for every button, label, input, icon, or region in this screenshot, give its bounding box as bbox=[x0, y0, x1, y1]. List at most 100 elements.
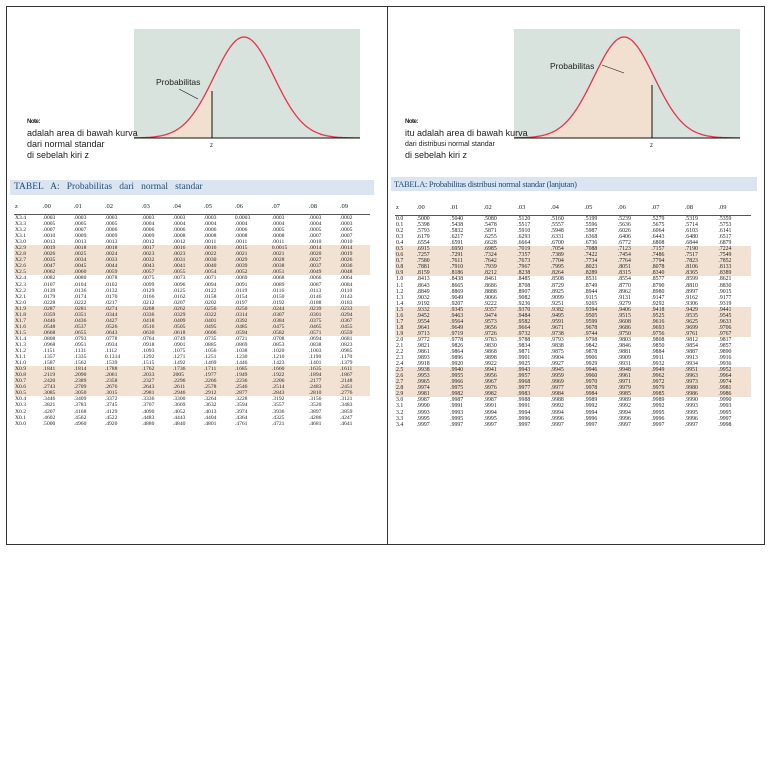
row-z-value: X1.0 bbox=[15, 360, 27, 367]
table-cell: .0059 bbox=[103, 269, 141, 276]
table-cell: .1379 bbox=[339, 360, 353, 367]
table-cell: .8051 bbox=[616, 264, 651, 271]
table-row: 3.3 .9995 .9995 .9995 .9996 .9996 .9996 .9996 .9… bbox=[395, 416, 751, 422]
row-z-value: 2.9 bbox=[395, 391, 416, 398]
table-row: 1.2 .8849 .8869 .8888 .8907 .8925 .8944 .8962 .8… bbox=[395, 289, 751, 295]
table-cell: .0537 bbox=[72, 323, 104, 330]
table-cell: .8907 bbox=[517, 288, 531, 295]
column-header: .08 bbox=[307, 200, 339, 215]
table-cell: .9901 bbox=[517, 355, 531, 362]
table-cell: .0006 bbox=[141, 227, 155, 234]
table-cell: .0202 bbox=[203, 299, 217, 306]
table-cell: .4052 bbox=[172, 408, 186, 415]
table-cell: .9767 bbox=[717, 330, 751, 337]
left-panel: Probabilitas z Note: adalah area di bawa… bbox=[7, 7, 386, 544]
table-row: X0.6.2743.2709.2676.2643.2611.2578.2546.… bbox=[14, 384, 370, 391]
table-cell: .0006 bbox=[172, 227, 186, 234]
row-z-value: 2.3 bbox=[396, 355, 404, 362]
right-note-line-3: di sebelah kiri z bbox=[405, 150, 468, 160]
right-bell-curve-diagram: Probabilitas z bbox=[514, 29, 740, 149]
table-cell: .9988 bbox=[550, 397, 564, 404]
row-z-value: X2.3 bbox=[15, 281, 27, 288]
table-cell: .9997 bbox=[684, 421, 698, 428]
table-row: X2.8.0026.0025.0024.0023.0023.0022.0021.… bbox=[14, 251, 370, 258]
table-cell: .9474 bbox=[482, 312, 517, 319]
table-cell: .2266 bbox=[202, 378, 234, 385]
row-z-value: 2.8 bbox=[395, 385, 416, 392]
table-cell: .9756 bbox=[650, 330, 684, 337]
table-cell: .9744 bbox=[583, 330, 617, 337]
table-cell: .9971 bbox=[616, 379, 651, 386]
table-cell: .9995 bbox=[651, 409, 665, 416]
table-cell: .0274 bbox=[103, 305, 141, 312]
row-z-value: 2.1 bbox=[396, 342, 404, 349]
table-cell: .9686 bbox=[616, 324, 651, 331]
table-cell: .0217 bbox=[104, 299, 118, 306]
table-cell: .9554 bbox=[415, 318, 450, 325]
row-z-value: X3.2 bbox=[15, 227, 27, 234]
table-cell: .9306 bbox=[684, 300, 698, 307]
table-cell: .0089 bbox=[271, 281, 285, 288]
column-header-z: z bbox=[395, 202, 416, 216]
table-cell: .9881 bbox=[617, 349, 631, 356]
table-row: X0.0 .5000 .4960 .4920 .4880 .4840 .4801 .4761.… bbox=[14, 421, 370, 427]
table-cell: .9115 bbox=[584, 294, 598, 301]
table-cell: .0003 bbox=[339, 221, 353, 228]
table-cell: .7995 bbox=[549, 264, 584, 271]
table-cell: .0571 bbox=[307, 329, 339, 336]
table-cell: .0005 bbox=[104, 221, 118, 228]
table-cell: .0329 bbox=[171, 311, 203, 318]
table-cell: .8925 bbox=[550, 288, 564, 295]
table-cell: .6103 bbox=[684, 228, 698, 235]
table-cell: .0162 bbox=[172, 293, 186, 300]
table-cell: .2981 bbox=[140, 390, 172, 397]
table-cell: .1251 bbox=[203, 354, 217, 361]
table-cell: .9968 bbox=[516, 379, 550, 386]
table-cell: .0392 bbox=[233, 317, 271, 324]
table-row: X2.9.0019.0018.0018.0017.0016.0016.0015 0… bbox=[14, 245, 370, 252]
table-cell: .7967 bbox=[516, 264, 550, 271]
table-cell: .1003 bbox=[308, 348, 322, 355]
table-cell: .0008 bbox=[203, 233, 217, 240]
table-cell: .9994 bbox=[584, 409, 598, 416]
table-cell: .9452 bbox=[415, 312, 450, 319]
table-cell: .0051 bbox=[270, 269, 308, 276]
table-cell: .0005 bbox=[271, 227, 285, 234]
table-cell: .9394 bbox=[583, 306, 617, 313]
table-cell: .0375 bbox=[307, 317, 339, 324]
row-z-value: 1.1 bbox=[396, 282, 404, 289]
column-header: .07 bbox=[650, 202, 684, 216]
table-cell: .9995 bbox=[718, 409, 732, 416]
table-cell: .9980 bbox=[683, 385, 718, 392]
table-row: X1.7.0446.0436.0427.0418.0409.0401.0392.… bbox=[14, 317, 370, 324]
table-cell: .9222 bbox=[483, 300, 497, 307]
table-cell: .9913 bbox=[684, 355, 698, 362]
table-cell: .9938 bbox=[415, 367, 450, 374]
table-cell: .9319 bbox=[718, 300, 732, 307]
table-cell: .0004 bbox=[172, 221, 186, 228]
table-cell: .4602 bbox=[42, 414, 56, 421]
table-row: 0.2 .5793 .5832 .5871 .5910 .5948 .5987 .6026 .6… bbox=[395, 228, 751, 234]
table-cell: .3783 bbox=[73, 402, 87, 409]
table-row: X0.7.2420.2389.2358.2327.2296.2266.2236.… bbox=[14, 378, 370, 385]
table-cell: .5517 bbox=[517, 222, 531, 229]
table-cell: .8554 bbox=[617, 276, 631, 283]
table-cell: .0516 bbox=[140, 323, 172, 330]
table-cell: .7019 bbox=[516, 246, 550, 253]
table-cell: .9952 bbox=[717, 367, 751, 374]
table-cell: .5040 bbox=[450, 216, 464, 222]
table-cell: .9979 bbox=[650, 385, 684, 392]
table-cell: .0119 bbox=[234, 287, 248, 294]
table-row: 1.0 .8413 .8438 .8461 .8485 .8508 .8531 .8554 .8… bbox=[395, 276, 751, 282]
table-cell: .0183 bbox=[339, 299, 353, 306]
table-row: 1.7.9554.9564.9573.9582.9591.9599.9608.9… bbox=[395, 318, 751, 325]
table-cell: .0465 bbox=[307, 323, 339, 330]
row-z-value: 1.2 bbox=[396, 288, 404, 295]
table-cell: .9982 bbox=[482, 391, 517, 398]
table-cell: .5120 bbox=[517, 216, 531, 222]
table-cell: .9985 bbox=[616, 391, 651, 398]
table-cell: .0003 bbox=[141, 215, 155, 221]
table-cell: .5279 bbox=[651, 216, 665, 222]
table-cell: .9382 bbox=[549, 306, 584, 313]
column-divider bbox=[387, 6, 388, 545]
